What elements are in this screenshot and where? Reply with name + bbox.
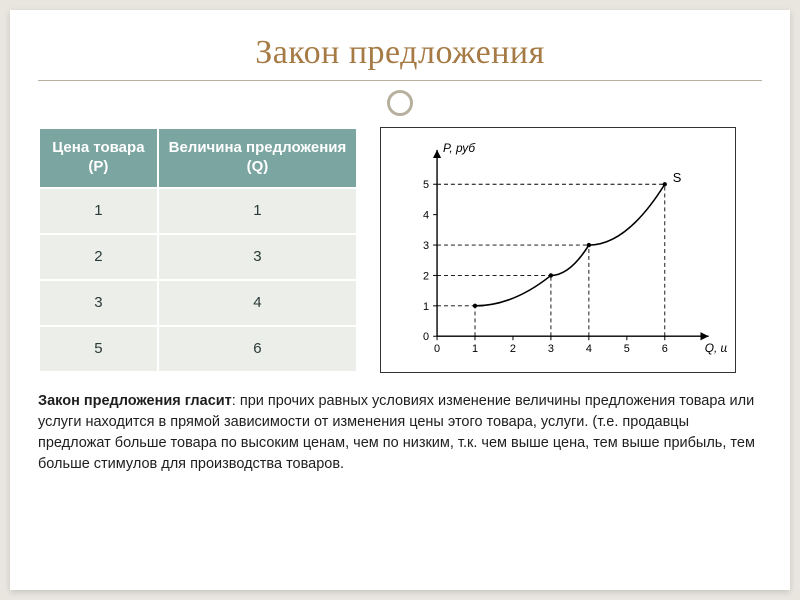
svg-text:P, руб: P, руб	[443, 141, 476, 155]
svg-text:S: S	[673, 170, 682, 185]
cell-q: 6	[158, 326, 357, 372]
svg-text:1: 1	[423, 301, 429, 313]
table-row: 5 6	[39, 326, 357, 372]
svg-text:3: 3	[423, 240, 429, 252]
svg-text:4: 4	[423, 210, 429, 222]
law-description: Закон предложения гласит: при прочих рав…	[38, 391, 762, 475]
title-area: Закон предложения	[38, 34, 762, 99]
content-row: Цена товара (P) Величина предложения (Q)…	[38, 127, 762, 373]
svg-text:0: 0	[423, 331, 429, 343]
cell-p: 1	[39, 188, 158, 234]
divider	[38, 80, 762, 81]
svg-text:0: 0	[434, 343, 440, 355]
svg-text:2: 2	[510, 343, 516, 355]
ring-icon	[387, 90, 413, 116]
supply-chart: 0 1 2 3 4 5 0 1 2 3 4 5 6 P, руб Q, шт. S	[380, 127, 736, 373]
slide: Закон предложения Цена товара (P) Величи…	[10, 10, 790, 590]
cell-p: 3	[39, 280, 158, 326]
svg-text:1: 1	[472, 343, 478, 355]
table-header-quantity: Величина предложения (Q)	[158, 128, 357, 188]
svg-text:3: 3	[548, 343, 554, 355]
cell-q: 4	[158, 280, 357, 326]
svg-text:5: 5	[624, 343, 630, 355]
cell-p: 5	[39, 326, 158, 372]
table-row: 3 4	[39, 280, 357, 326]
table-row: 1 1	[39, 188, 357, 234]
law-lead: Закон предложения гласит	[38, 393, 232, 409]
table-row: 2 3	[39, 234, 357, 280]
cell-p: 2	[39, 234, 158, 280]
page-title: Закон предложения	[38, 34, 762, 72]
svg-text:6: 6	[662, 343, 668, 355]
cell-q: 1	[158, 188, 357, 234]
table-header-row: Цена товара (P) Величина предложения (Q)	[39, 128, 357, 188]
supply-table: Цена товара (P) Величина предложения (Q)…	[38, 127, 358, 373]
svg-text:Q, шт.: Q, шт.	[705, 341, 727, 355]
svg-text:2: 2	[423, 270, 429, 282]
cell-q: 3	[158, 234, 357, 280]
table-header-price: Цена товара (P)	[39, 128, 158, 188]
svg-text:5: 5	[423, 179, 429, 191]
svg-text:4: 4	[586, 343, 592, 355]
